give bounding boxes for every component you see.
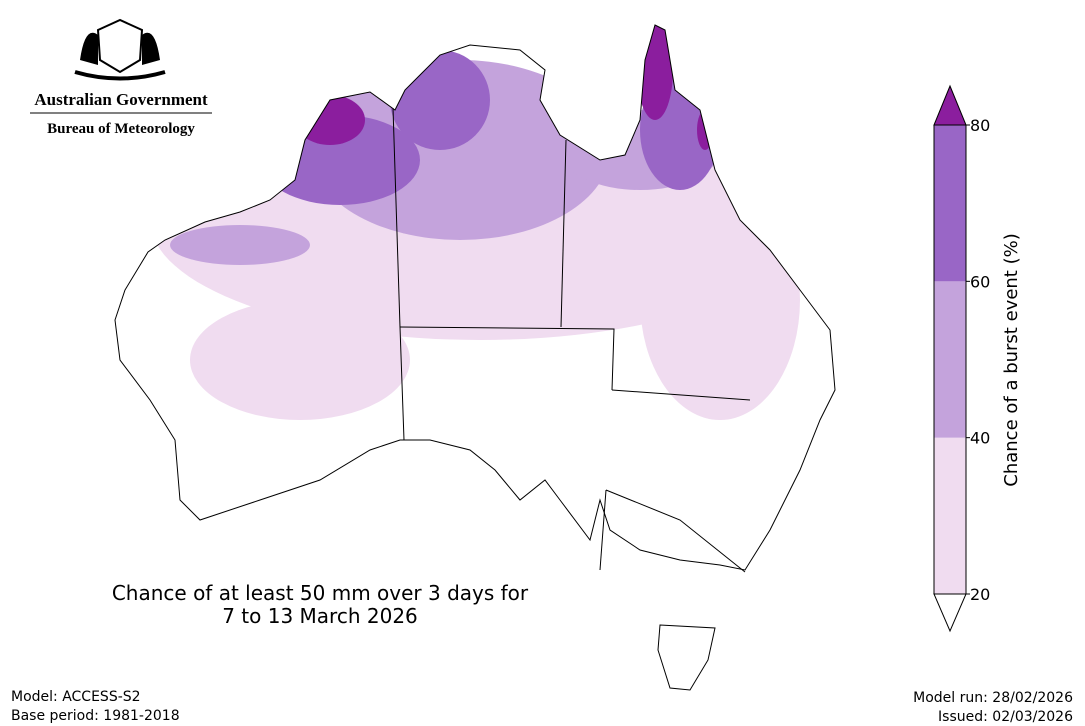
footer-model-run: Model run: 28/02/2026 — [913, 690, 1073, 706]
map-shading — [150, 25, 810, 420]
logo: Australian Government Bureau of Meteorol… — [30, 18, 212, 137]
map: Chance of at least 50 mm over 3 days for… — [112, 24, 836, 691]
colorbar-tick-label: 40 — [970, 429, 990, 448]
colorbar-frame — [933, 124, 967, 595]
footer-base-period: Base period: 1981-2018 — [11, 708, 180, 724]
colorbar-tick-label: 20 — [970, 585, 990, 604]
map-title: 7 to 13 March 2026 — [222, 604, 418, 628]
footer-issued: Issued: 02/03/2026 — [938, 709, 1073, 725]
colorbar-label: Chance of a burst event (%) — [1001, 233, 1022, 486]
colorbar-tick-label: 60 — [970, 272, 990, 291]
colorbar-under — [933, 593, 967, 633]
colorbar-tick-label: 80 — [970, 116, 990, 135]
footer-model: Model: ACCESS-S2 — [11, 689, 141, 705]
colorbar-over — [933, 84, 967, 126]
map-title: Chance of at least 50 mm over 3 days for — [112, 581, 529, 605]
crest — [96, 18, 144, 74]
tasmania — [657, 624, 716, 691]
logo-line2: Bureau of Meteorology — [47, 121, 195, 137]
colorbar: 20 40 60 80 — [933, 84, 990, 633]
crest-supporters — [80, 32, 160, 65]
logo-line1: Australian Government — [34, 90, 208, 109]
state-borders — [392, 107, 751, 573]
colorbar-band — [934, 437, 966, 594]
colorbar-band — [934, 125, 966, 282]
crest-base — [74, 70, 166, 81]
colorbar-band — [934, 281, 966, 438]
